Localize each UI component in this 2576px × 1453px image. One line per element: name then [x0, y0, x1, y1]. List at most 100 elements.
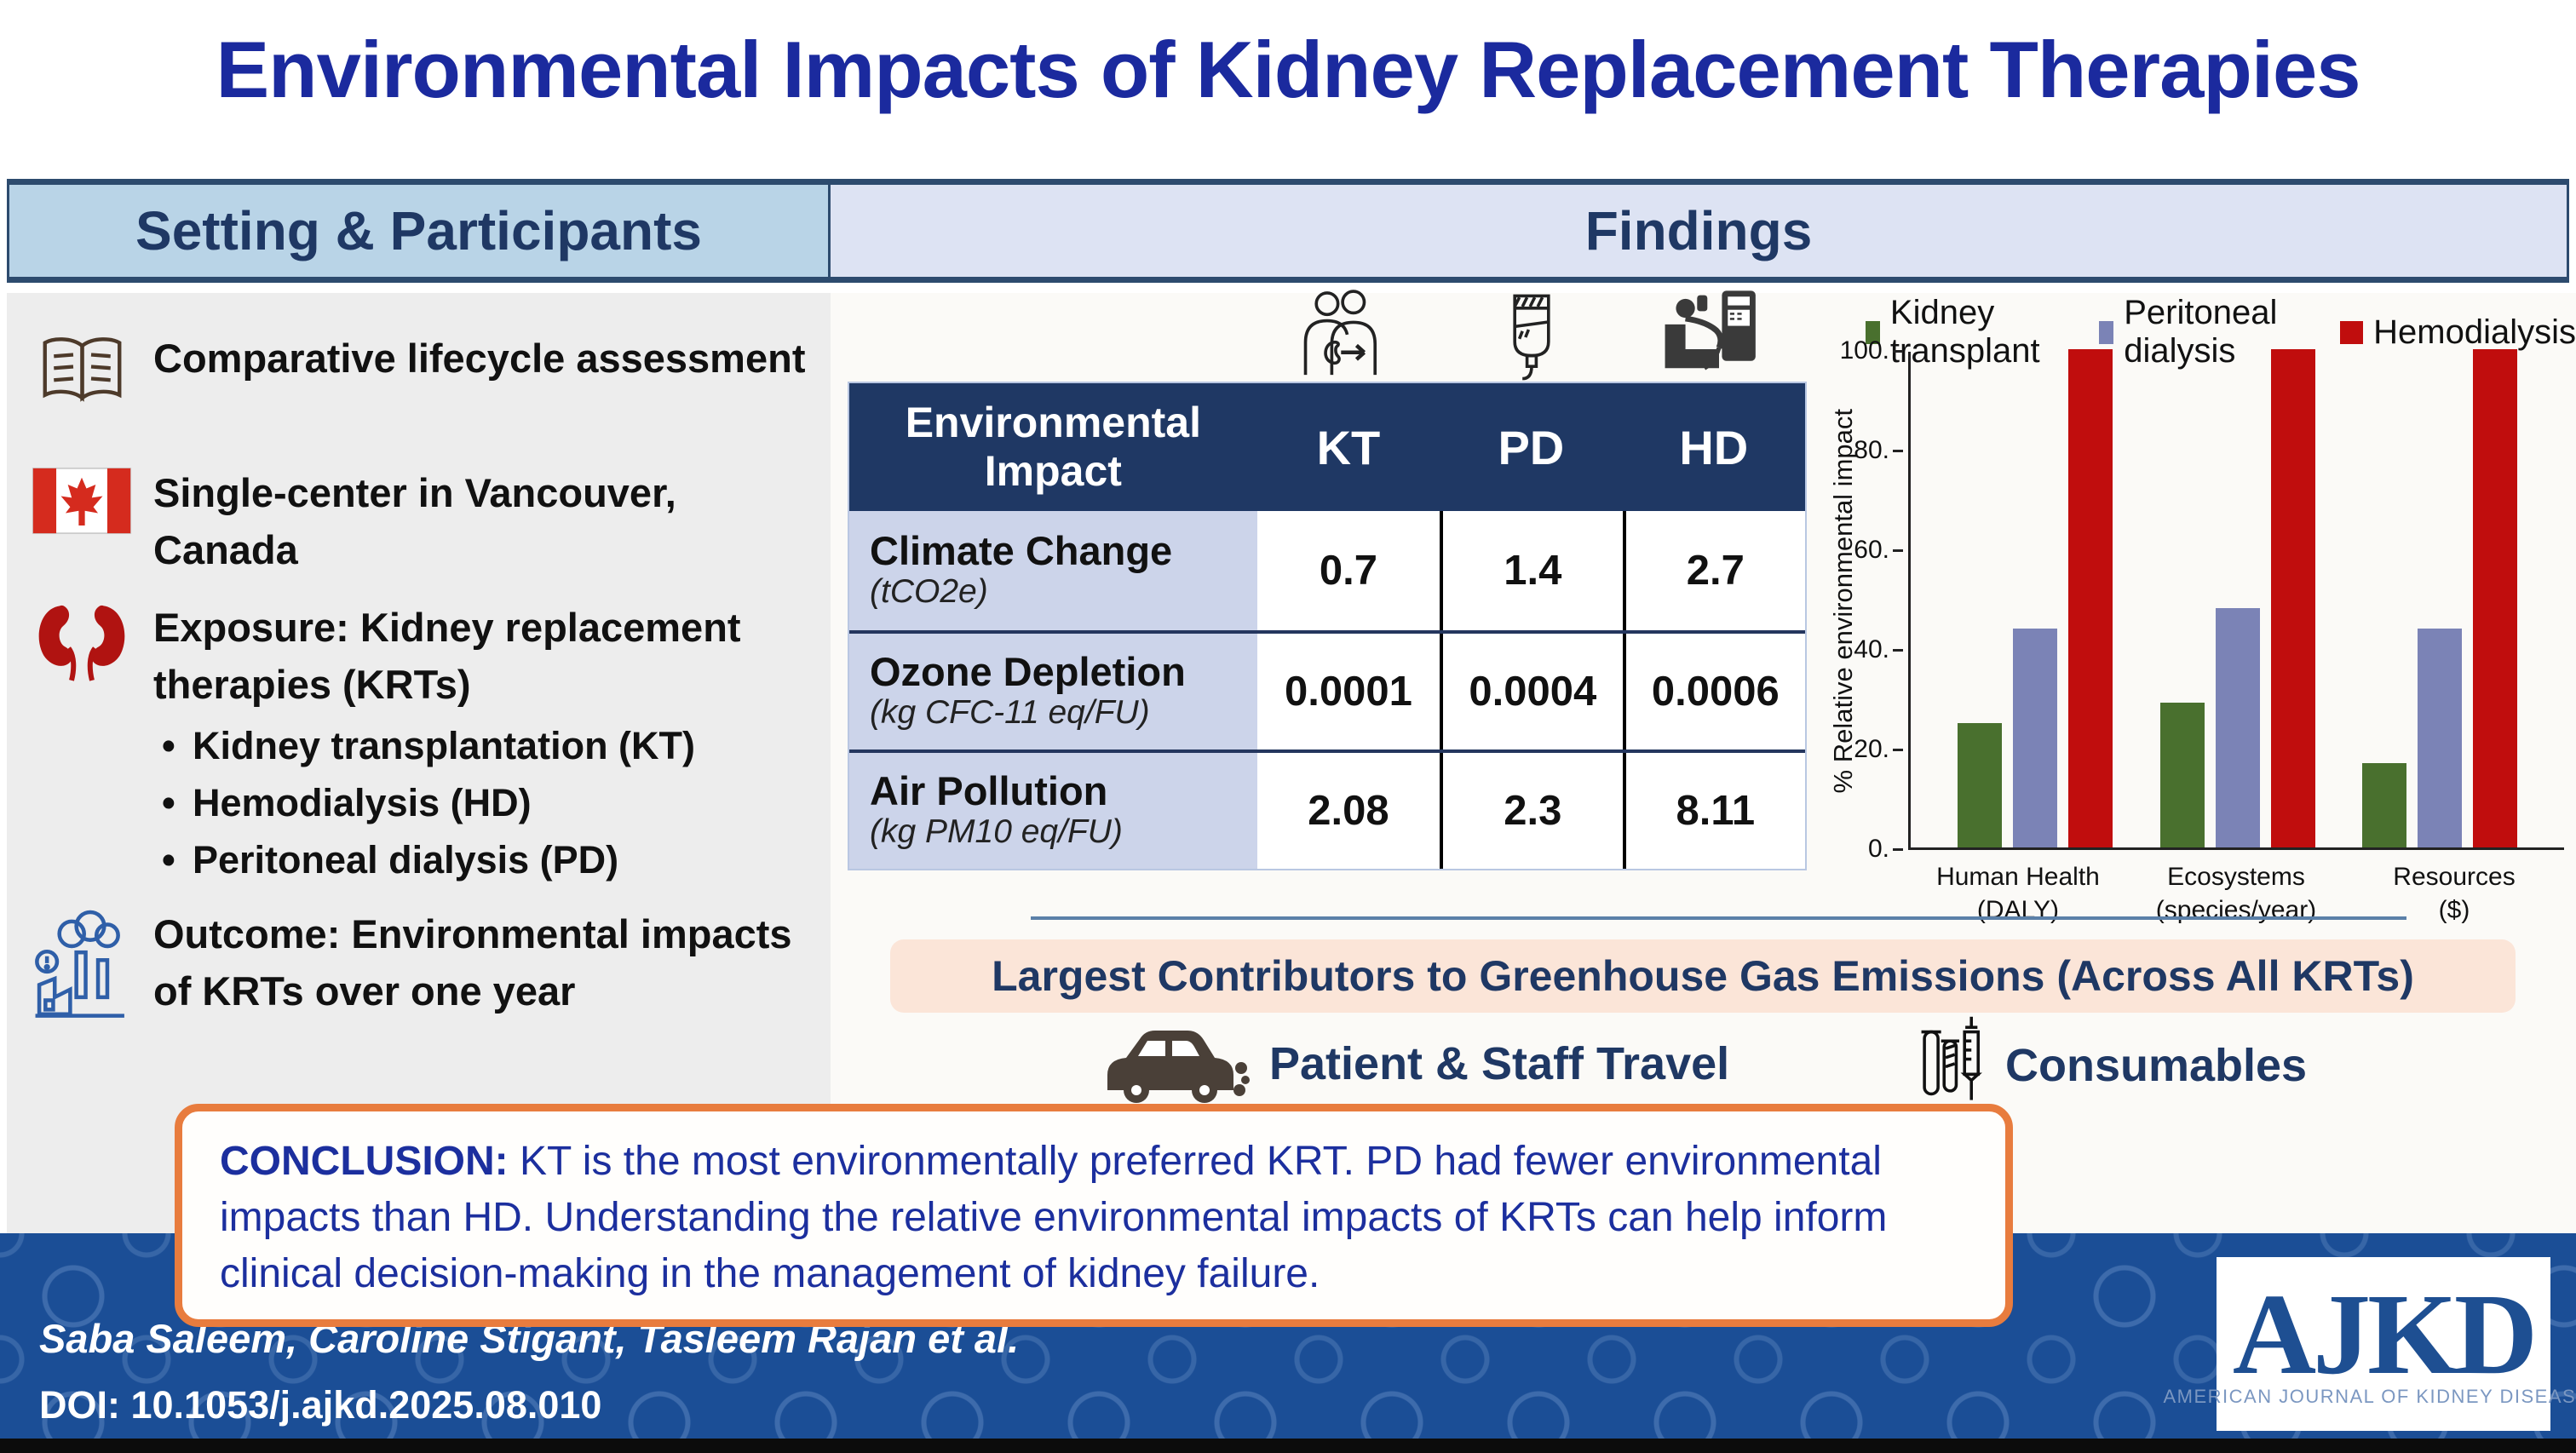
ghg-contributors-banner-text: Largest Contributors to Greenhouse Gas E… [992, 952, 2414, 1000]
table-row: Air Pollution (kg PM10 eq/FU) 2.08 2.3 8… [849, 749, 1805, 869]
sidebar-item-text: Comparative lifecycle assessment [153, 336, 806, 381]
doi-line: DOI: 10.1053/j.ajkd.2025.08.010 [39, 1383, 602, 1427]
bar-hemodialysis [2270, 349, 2315, 847]
bar-group [2361, 349, 2517, 847]
chart-bars [1908, 349, 2564, 850]
row-unit: (kg CFC-11 eq/FU) [870, 694, 1150, 732]
kidney-transplant-icon [1293, 286, 1394, 386]
ytick-label: 40. [1854, 635, 1889, 663]
section-header-band: Setting & Participants Findings [7, 179, 2569, 283]
legend-label: Peritoneal dialysis [2124, 294, 2278, 370]
dialysate-bag-icon [1501, 291, 1562, 388]
legend-item: Peritoneal dialysis [2099, 294, 2296, 370]
setting-participants-label: Setting & Participants [135, 200, 702, 261]
table-header-row: Environmental Impact KT PD HD [849, 383, 1805, 511]
row-unit: (tCO2e) [870, 573, 988, 611]
krt-bullet-list: Kidney transplantation (KT) Hemodialysis… [153, 718, 815, 888]
column-header-hd: HD [1679, 420, 1749, 474]
chart-legend: Kidney transplant Peritoneal dialysis Hemo… [1866, 294, 2576, 370]
bar-peritoneal-dialysis [2013, 628, 2058, 847]
bottom-black-strip [0, 1439, 2576, 1453]
table-row: Climate Change (tCO2e) 0.7 1.4 2.7 [849, 511, 1805, 630]
conclusion-label: CONCLUSION: [220, 1139, 509, 1184]
chart-yticks: 100. 80. 60. 40. 20. 0. [1831, 336, 1905, 863]
ytick-mark [1893, 848, 1903, 851]
column-header-kt: KT [1316, 420, 1381, 474]
kidneys-icon [26, 596, 138, 888]
bullet-pd: Peritoneal dialysis (PD) [153, 832, 815, 889]
legend-label: Kidney transplant [1889, 294, 2040, 370]
sidebar-item-exposure: Exposure: Kidney replacement therapies (… [7, 596, 831, 888]
bar-peritoneal-dialysis [2417, 628, 2462, 847]
legend-item: Hemodialysis [2340, 294, 2576, 370]
ytick-label: 100. [1839, 336, 1889, 365]
cell-kt: 2.08 [1256, 753, 1440, 869]
ajkd-logo: AJKD AMERICAN JOURNAL OF KIDNEY DISEASES [2163, 1257, 2576, 1431]
findings-label: Findings [1584, 200, 1813, 261]
column-header-impact: Environmental Impact [905, 398, 1201, 496]
column-header-pd: PD [1498, 420, 1565, 474]
row-unit: (kg PM10 eq/FU) [870, 813, 1123, 851]
bar-group [1958, 349, 2113, 847]
findings-header: Findings [831, 185, 2567, 277]
legend-item: Kidney transplant [1866, 294, 2055, 370]
ytick-mark [1893, 450, 1903, 452]
contributor-consumables: Consumables [1918, 1015, 2307, 1115]
environmental-impact-table: Environmental Impact KT PD HD Climate Ch… [848, 382, 1807, 870]
cell-hd: 8.11 [1622, 753, 1805, 869]
setting-participants-panel: Comparative lifecycle assessment Single-… [7, 293, 831, 1233]
ytick-label: 60. [1854, 536, 1889, 564]
sidebar-item-outcome: Outcome: Environmental impacts of KRTs o… [7, 903, 831, 1022]
consumables-icon [1918, 1015, 1987, 1115]
car-icon [1101, 1015, 1251, 1111]
bar-kidney-transplant [2159, 703, 2205, 847]
category-label: Resources ($) [2393, 863, 2516, 924]
bullet-hd: Hemodialysis (HD) [153, 775, 815, 832]
bar-hemodialysis [2068, 349, 2113, 847]
cell-hd: 2.7 [1622, 511, 1805, 630]
cell-pd: 0.0004 [1440, 634, 1623, 749]
sidebar-item-setting: Single-center in Vancouver, Canada [7, 462, 831, 578]
row-name: Ozone Depletion [870, 648, 1186, 694]
conclusion-box: CONCLUSION: KT is the most environmental… [175, 1104, 2013, 1327]
row-name: Climate Change [870, 527, 1173, 573]
canada-flag-icon [26, 462, 138, 578]
open-book-icon [26, 327, 138, 412]
bar-hemodialysis [2472, 349, 2517, 847]
ajkd-logo-subtext: AMERICAN JOURNAL OF KIDNEY DISEASES [2163, 1385, 2576, 1407]
table-row: Ozone Depletion (kg CFC-11 eq/FU) 0.0001… [849, 630, 1805, 749]
bar-kidney-transplant [2361, 762, 2406, 847]
cell-pd: 2.3 [1440, 753, 1623, 869]
section-divider-line [1031, 916, 2406, 920]
cell-kt: 0.7 [1256, 511, 1440, 630]
bullet-kt: Kidney transplantation (KT) [153, 718, 815, 775]
travel-label: Patient & Staff Travel [1269, 1037, 1730, 1089]
ytick-mark [1893, 749, 1903, 751]
setting-participants-header: Setting & Participants [9, 185, 831, 277]
ytick-mark [1893, 549, 1903, 552]
pollution-factory-icon [26, 903, 138, 1022]
ytick-label: 0. [1867, 835, 1889, 863]
ytick-mark [1893, 350, 1903, 353]
cell-kt: 0.0001 [1256, 634, 1440, 749]
cell-pd: 1.4 [1440, 511, 1623, 630]
consumables-label: Consumables [2005, 1039, 2308, 1091]
bar-peritoneal-dialysis [2215, 608, 2260, 847]
hemodialysis-machine-icon [1658, 286, 1760, 386]
legend-swatch [2099, 320, 2114, 344]
row-name: Air Pollution [870, 767, 1108, 813]
ytick-label: 80. [1854, 436, 1889, 464]
bar-kidney-transplant [1958, 722, 2003, 847]
relative-impact-bar-chart: Kidney transplant Peritoneal dialysis Hemo… [1828, 294, 2576, 928]
bar-group [2159, 349, 2315, 847]
sidebar-item-text: Exposure: Kidney replacement therapies (… [153, 605, 741, 707]
ajkd-logo-text: AJKD [2232, 1271, 2538, 1399]
sidebar-item-text: Outcome: Environmental impacts of KRTs o… [153, 911, 792, 1014]
sidebar-item-lifecycle: Comparative lifecycle assessment [7, 327, 831, 412]
ytick-mark [1893, 649, 1903, 652]
cell-hd: 0.0006 [1622, 634, 1805, 749]
sidebar-item-text: Single-center in Vancouver, Canada [153, 470, 676, 572]
contributor-travel: Patient & Staff Travel [1101, 1015, 1729, 1111]
legend-label: Hemodialysis [2373, 313, 2576, 351]
